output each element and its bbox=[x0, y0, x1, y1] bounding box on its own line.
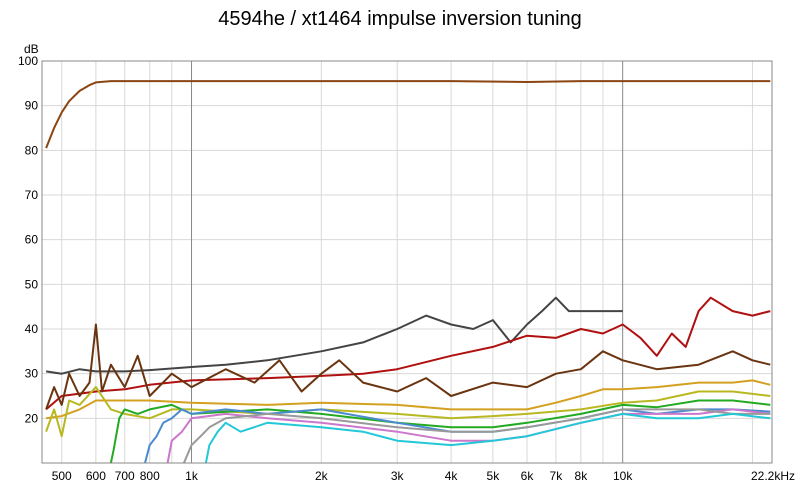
x-tick-label: 5k bbox=[487, 469, 501, 483]
y-tick-label: 50 bbox=[25, 277, 39, 291]
x-tick-label: 2k bbox=[315, 469, 329, 483]
x-tick-labels: 500 600 700 800 1k 2k 3k 4k 5k 6k 7k 8k 10k 22.2kHz bbox=[52, 469, 795, 483]
series-lines bbox=[45, 80, 771, 463]
series-line-5 bbox=[45, 379, 771, 420]
series-line-9 bbox=[166, 408, 771, 463]
x-tick-label: 8k bbox=[575, 469, 589, 483]
x-tick-label: 10k bbox=[613, 469, 633, 483]
x-tick-label: 600 bbox=[86, 469, 106, 483]
y-tick-label: 90 bbox=[25, 99, 39, 113]
y-tick-label: 30 bbox=[25, 367, 39, 381]
y-tick-label: 70 bbox=[25, 188, 39, 202]
x-tick-label: 4k bbox=[445, 469, 459, 483]
series-line-2 bbox=[45, 296, 623, 375]
y-tick-label: 40 bbox=[25, 322, 39, 336]
series-line-10 bbox=[182, 408, 771, 463]
x-tick-label: 1k bbox=[185, 469, 199, 483]
series-line-3 bbox=[45, 296, 771, 411]
series-line-4 bbox=[45, 323, 771, 410]
x-tick-label: 6k bbox=[521, 469, 535, 483]
x-tick-label: 22.2kHz bbox=[751, 469, 795, 483]
x-tick-label: 700 bbox=[115, 469, 135, 483]
x-tick-label: 500 bbox=[52, 469, 72, 483]
y-axis-label: dB bbox=[24, 42, 39, 56]
x-tick-label: 3k bbox=[391, 469, 405, 483]
y-tick-label: 80 bbox=[25, 143, 39, 157]
x-tick-label: 800 bbox=[140, 469, 160, 483]
series-line-1 bbox=[45, 80, 771, 149]
chart-title: 4594he / xt1464 impulse inversion tuning bbox=[218, 8, 582, 30]
plot-frame bbox=[41, 60, 773, 464]
series-line-7 bbox=[109, 399, 771, 463]
y-tick-label: 20 bbox=[25, 411, 39, 425]
x-tick-label: 7k bbox=[550, 469, 564, 483]
grid-lines bbox=[42, 60, 772, 463]
y-tick-label: 60 bbox=[25, 233, 39, 247]
y-tick-labels: 20 30 40 50 60 70 80 90 100 bbox=[18, 54, 38, 425]
series-line-11 bbox=[204, 412, 771, 463]
y-tick-label: 100 bbox=[18, 54, 38, 68]
